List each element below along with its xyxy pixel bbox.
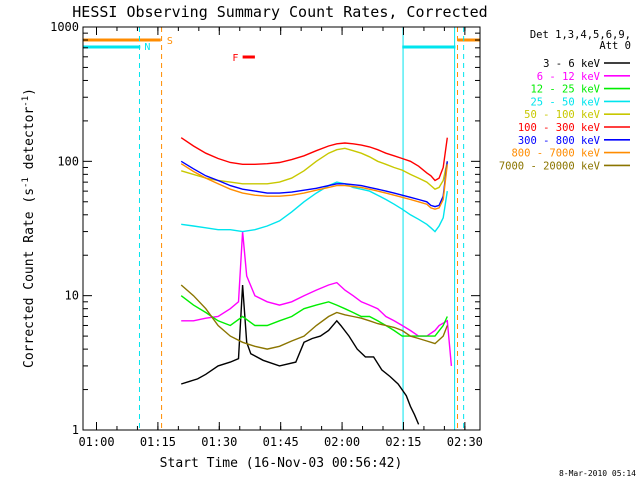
legend-label: 25 - 50 keV [530, 96, 600, 108]
chart-title: HESSI Observing Summary Count Rates, Cor… [72, 3, 487, 21]
series-line [180, 163, 448, 210]
series-line [180, 295, 448, 337]
y-tick-label: 1000 [50, 20, 79, 34]
x-tick-label: 01:30 [201, 435, 237, 449]
axes: 01:00 01:15 01:30 01:45 02:00 02:15 02:30 1 10 10… [50, 20, 483, 449]
legend-label: 50 - 100 keV [524, 109, 601, 121]
observing-flag-bands: N S F [83, 27, 480, 430]
series-line [181, 181, 448, 233]
y-axis-title: Corrected Count Rate (s-1 detector-1) [21, 88, 37, 368]
series-line [181, 231, 453, 366]
footer-timestamp: 8-Mar-2010 05:14 [559, 469, 636, 478]
legend-label: 6 - 12 keV [537, 71, 601, 83]
legend-label: 800 - 7000 keV [511, 148, 600, 160]
x-tick-label: 01:15 [140, 435, 176, 449]
flag-label: N [144, 42, 150, 53]
series-line [181, 147, 448, 191]
x-tick-label: 02:00 [324, 435, 360, 449]
legend-header: Att 0 [599, 40, 631, 52]
legend-label: 12 - 25 keV [530, 84, 600, 96]
flag-label: F [232, 53, 238, 64]
series-line [180, 284, 420, 425]
y-tick-label: 10 [65, 289, 79, 303]
x-tick-label: 02:15 [385, 435, 421, 449]
series-line [180, 284, 448, 350]
legend-label: 300 - 800 keV [518, 135, 601, 147]
x-tick-label: 01:00 [78, 435, 114, 449]
series-line [180, 137, 448, 182]
plot-frame [82, 26, 481, 431]
legend-label: 100 - 300 keV [518, 122, 601, 134]
y-tick-label: 100 [57, 154, 79, 168]
legend-label: 7000 - 20000 keV [499, 160, 601, 172]
flag-label: S [167, 36, 173, 47]
legend-header: Det 1,3,4,5,6,9, [530, 29, 631, 41]
x-tick-label: 02:30 [447, 435, 483, 449]
y-tick-label: 1 [72, 423, 79, 437]
series-line [180, 160, 448, 208]
legend-label: 3 - 6 keV [543, 58, 601, 70]
x-tick-label: 01:45 [263, 435, 299, 449]
series-lines [180, 137, 453, 425]
x-axis-title: Start Time (16-Nov-03 00:56:42) [160, 456, 403, 471]
